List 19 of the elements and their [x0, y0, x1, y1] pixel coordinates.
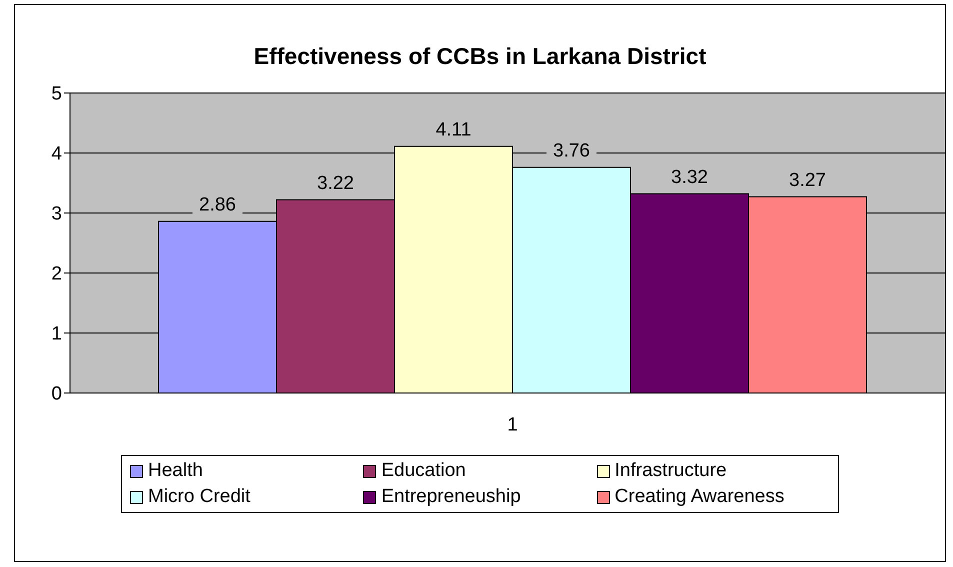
legend-label: Infrastructure: [614, 460, 727, 482]
data-label: 3.76: [553, 140, 590, 162]
chart-title: Effectiveness of CCBs in Larkana District: [252, 43, 708, 71]
data-label: 3.27: [789, 170, 826, 191]
data-label: 4.11: [436, 119, 472, 140]
y-tick-label: 5: [51, 84, 62, 105]
y-tick-label: 0: [51, 384, 62, 405]
legend-label: Micro Credit: [148, 486, 250, 508]
data-label: 3.32: [671, 166, 708, 188]
y-tick-label: 2: [51, 264, 62, 285]
legend-label: Health: [148, 460, 203, 482]
legend-label: Entrepreneuship: [381, 486, 521, 508]
y-tick-label: 1: [51, 324, 62, 345]
y-tick-label: 3: [51, 204, 62, 225]
y-tick-label: 4: [51, 144, 62, 165]
legend-label: Creating Awareness: [614, 486, 784, 508]
data-label: 2.86: [199, 194, 236, 216]
data-label: 3.22: [317, 172, 354, 194]
legend-label: Education: [381, 460, 466, 482]
